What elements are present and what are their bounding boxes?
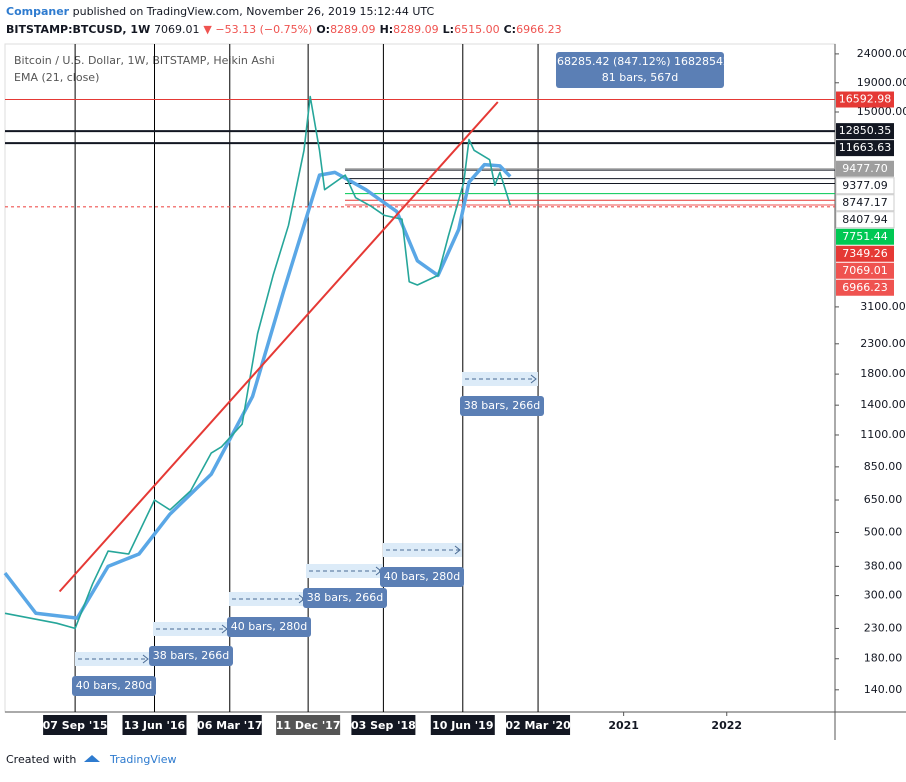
x-tick-label: 07 Sep '15 [43,719,108,732]
x-label-box [197,715,262,735]
x-label-box [276,715,341,735]
footer-brand: TradingView [109,753,176,766]
price-label: 12850.35 [839,124,892,137]
price-label: 8747.17 [842,196,888,209]
trendline [58,101,499,593]
chart-title: Bitcoin / U.S. Dollar, 1W, BITSTAMP, Hei… [14,54,275,67]
measure-line2: 81 bars, 567d [602,71,678,84]
price-label-box [836,228,894,245]
ohlc-value: 8289.09 [330,23,376,36]
y-tick-label: 180.00 [864,652,903,665]
measure-box [556,52,724,88]
x-label-box [430,715,495,735]
x-tick-label: 03 Sep '18 [351,719,416,732]
x-tick-label: 11 Dec '17 [276,719,341,732]
change: ▼ −53.13 (−0.75%) [203,23,312,36]
price-label: 9477.70 [842,162,888,175]
brand-logo [84,755,100,762]
range-arrowhead [530,374,537,384]
y-tick-label: 380.00 [864,559,903,572]
symbol: BITSTAMP:BTCUSD, 1W [6,23,150,36]
range-label: 38 bars, 266d [464,399,540,412]
measure-line1: 168285.42 (847.12%) 16828542 [550,55,730,68]
price-label: 9377.09 [842,179,888,192]
range-label: 40 bars, 280d [384,570,460,583]
x-tick-label: 2022 [711,719,742,732]
author: Companer [6,5,70,18]
y-tick-label: 1400.00 [860,398,906,411]
last-price: 7069.01 [154,23,200,36]
price-label-box [836,279,894,296]
price-label-box [836,140,894,157]
x-tick-label: 06 Mar '17 [197,719,262,732]
range-label-box [72,676,156,696]
y-tick-label: 1800.00 [860,367,906,380]
price-label-box [835,177,895,195]
price-label-box [836,123,894,140]
price-label-box [836,91,894,108]
byline: Companer published on TradingView.com, N… [6,5,434,18]
ema-legend: EMA (21, close) [14,71,99,84]
y-tick-label: 3100.00 [860,300,906,313]
range-label-box [303,588,387,608]
y-tick-label: 140.00 [864,683,903,696]
ohlc-value: 6515.00 [454,23,500,36]
price-label-box [836,245,894,262]
footer-created: Created with [6,753,76,766]
ohlc-key: L: [443,23,454,36]
range-label-box [149,646,233,666]
range-arrowhead [142,654,149,664]
price-label-box [835,211,895,229]
x-tick-label: 02 Mar '20 [505,719,571,732]
range-label: 40 bars, 280d [76,679,152,692]
price-label-box [836,160,894,177]
ohlc-key: H: [380,23,394,36]
ohlc-key: O: [316,23,330,36]
x-label-box [351,715,416,735]
y-tick-label: 230.00 [864,621,903,634]
y-tick-label: 15000.00 [857,105,906,118]
range-label-box [227,617,311,637]
price-label: 7069.01 [842,264,888,277]
ohlc-value: 8289.09 [393,23,439,36]
ema-line [3,162,512,620]
price-label: 11663.63 [839,141,892,154]
price-label: 8407.94 [842,213,888,226]
price-label: 7349.26 [842,247,888,260]
price-label: 16592.98 [839,93,892,106]
range-label: 40 bars, 280d [231,620,307,633]
price-label-box [835,194,895,212]
range-box [75,652,150,666]
y-tick-label: 24000.00 [857,47,906,60]
x-label-box [43,715,108,735]
symbol-line: BITSTAMP:BTCUSD, 1W 7069.01 ▼ −53.13 (−0… [6,23,562,36]
price-label-box [836,262,894,279]
range-label: 38 bars, 266d [153,649,229,662]
price-line-series [4,95,511,630]
y-tick-label: 19000.00 [857,76,906,89]
ohlc-value: 6966.23 [516,23,562,36]
y-tick-label: 850.00 [864,460,903,473]
range-label-box [380,567,464,587]
y-tick-label: 1100.00 [860,428,906,441]
y-tick-label: 650.00 [864,493,903,506]
x-label-box [122,715,187,735]
x-tick-label: 13 Jun '16 [124,719,186,732]
x-label-box [506,715,571,735]
range-arrowhead [454,545,461,555]
y-tick-label: 300.00 [864,589,903,602]
price-label: 7751.44 [842,230,888,243]
x-tick-label: 10 Jun '19 [432,719,493,732]
price-label: 6966.23 [842,281,888,294]
y-tick-label: 2300.00 [860,337,906,350]
range-label-box [460,396,544,416]
ohlc-key: C: [504,23,516,36]
y-tick-label: 500.00 [864,525,903,538]
x-tick-label: 2021 [608,719,639,732]
byline-text: published on TradingView.com, November 2… [73,5,435,18]
range-label: 38 bars, 266d [307,591,383,604]
